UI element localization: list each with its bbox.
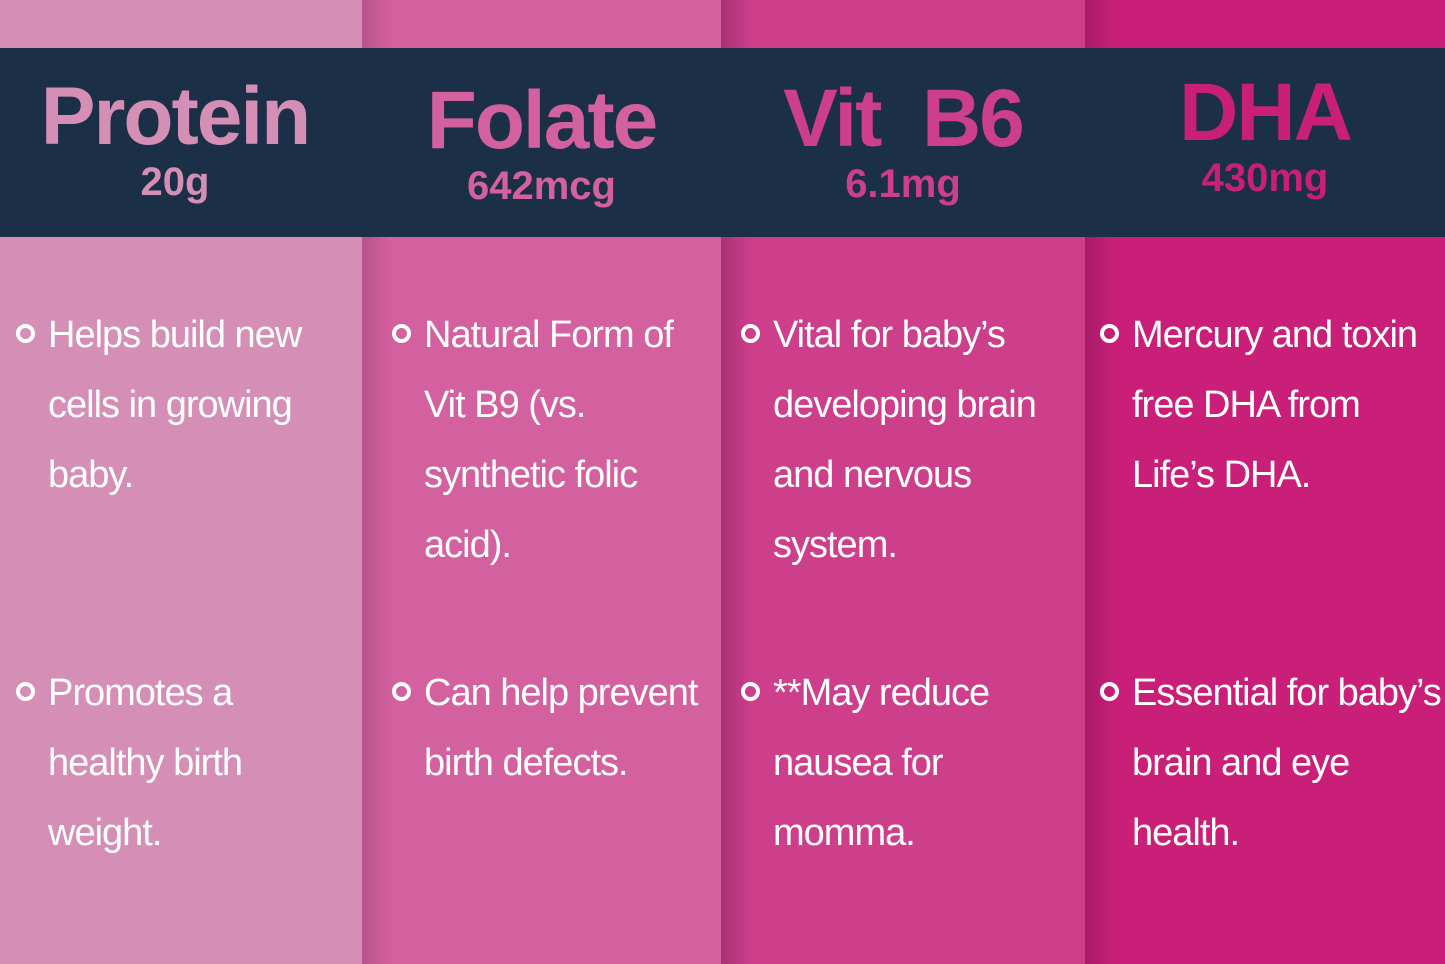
bullet-icon [741, 324, 760, 343]
bullet-text: Natural Form of Vit B9 (vs. synthetic fo… [424, 314, 674, 566]
protein-header: Protein 20g [0, 48, 350, 237]
bullet-icon [1100, 324, 1119, 343]
bullet-item: Mercury and toxin free DHA from Life’s D… [1100, 300, 1442, 658]
nutrient-amount: 6.1mg [845, 162, 961, 206]
bullet-text: Promotes a healthy birth weight. [48, 672, 243, 854]
nutrient-amount: 430mg [1201, 156, 1329, 200]
bullet-icon [741, 682, 760, 701]
bullet-text: **May reduce nausea for momma. [773, 672, 990, 854]
bullet-item: **May reduce nausea for momma. [741, 658, 1081, 868]
bullet-item: Helps build new cells in growing baby. [16, 300, 352, 658]
bullet-item: Natural Form of Vit B9 (vs. synthetic fo… [392, 300, 714, 658]
protein-bullets: Helps build new cells in growing baby. P… [16, 300, 352, 950]
bullet-text: Can help prevent birth defects. [424, 672, 698, 784]
vitb6-header: Vit B6 6.1mg [721, 48, 1085, 237]
bullet-text: Helps build new cells in growing baby. [48, 314, 302, 496]
nutrient-amount: 20g [140, 160, 210, 204]
bullet-icon [1100, 682, 1119, 701]
folate-header: Folate 642mcg [362, 48, 721, 237]
bullet-item: Essential for baby’s brain and eye healt… [1100, 658, 1442, 868]
bullet-text: Vital for baby’s developing brain and ne… [773, 314, 1037, 566]
bullet-icon [392, 324, 411, 343]
bullet-item: Vital for baby’s developing brain and ne… [741, 300, 1081, 658]
dha-bullets: Mercury and toxin free DHA from Life’s D… [1100, 300, 1442, 950]
nutrient-title: Folate [426, 75, 658, 166]
bullet-item: Promotes a healthy birth weight. [16, 658, 352, 868]
bullet-icon [392, 682, 411, 701]
header-band [0, 48, 1445, 237]
nutrient-title: Protein [40, 71, 311, 162]
bullet-item: Can help prevent birth defects. [392, 658, 714, 798]
bullet-text: Mercury and toxin free DHA from Life’s D… [1132, 314, 1418, 496]
nutrient-title: DHA [1179, 67, 1353, 158]
nutrient-title: Vit B6 [783, 73, 1025, 164]
bullet-icon [16, 682, 35, 701]
nutrient-amount: 642mcg [467, 164, 616, 208]
bullet-text: Essential for baby’s brain and eye healt… [1132, 672, 1442, 854]
dha-header: DHA 430mg [1085, 48, 1445, 237]
folate-bullets: Natural Form of Vit B9 (vs. synthetic fo… [392, 300, 714, 950]
bullet-icon [16, 324, 35, 343]
vitb6-bullets: Vital for baby’s developing brain and ne… [741, 300, 1081, 950]
